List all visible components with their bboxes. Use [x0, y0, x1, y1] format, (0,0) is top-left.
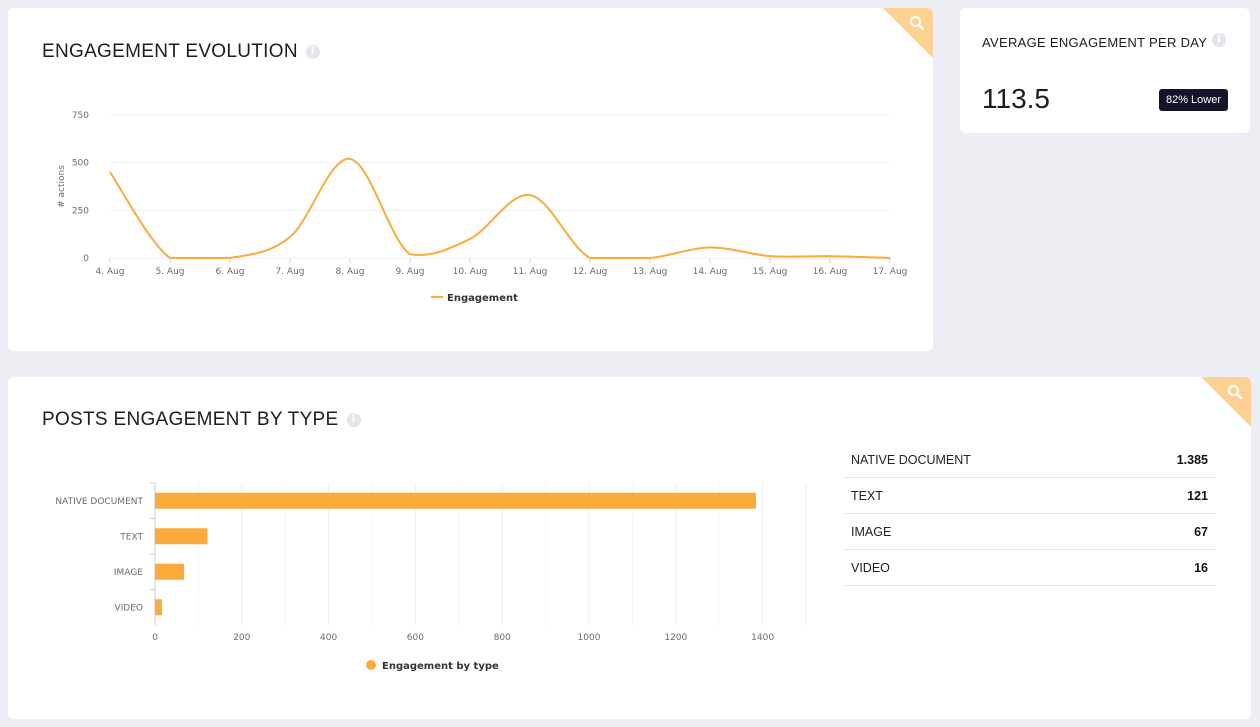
engagement-evolution-title: ENGAGEMENT EVOLUTION i: [42, 41, 320, 63]
x-tick-label: 4. Aug: [95, 267, 124, 277]
y-tick-label: 750: [72, 111, 89, 121]
average-engagement-card: AVERAGE ENGAGEMENT PER DAY i 113.5 82% L…: [960, 8, 1250, 133]
y-tick-label: TEXT: [119, 532, 143, 542]
x-tick-label: 12. Aug: [573, 267, 608, 277]
y-tick-label: 0: [83, 254, 89, 264]
legend-dot-swatch: [366, 660, 376, 670]
y-tick-label: IMAGE: [114, 568, 143, 578]
average-engagement-title: AVERAGE ENGAGEMENT PER DAY: [982, 35, 1208, 50]
engagement-evolution-card: ENGAGEMENT EVOLUTION i 0 250 500 750 4. Aug 5…: [8, 8, 933, 351]
x-tick-label: 6. Aug: [215, 267, 244, 277]
y-axis-label: # actions: [57, 165, 67, 208]
x-tick-label: 16. Aug: [813, 267, 848, 277]
engagement-by-type-table: NATIVE DOCUMENT 1.385 TEXT 121 IMAGE 67 …: [843, 442, 1216, 586]
type-value: 16: [1194, 560, 1208, 575]
comparison-badge: 82% Lower: [1158, 89, 1228, 111]
type-name: TEXT: [851, 488, 883, 503]
x-tick-label: 600: [407, 633, 424, 643]
info-icon[interactable]: i: [346, 413, 361, 427]
x-tick-label: 800: [494, 633, 511, 643]
table-row: IMAGE 67: [843, 514, 1216, 550]
info-icon[interactable]: i: [305, 45, 320, 59]
x-tick-label: 7. Aug: [275, 267, 304, 277]
x-tick-label: 1400: [751, 633, 774, 643]
bar-text: [155, 528, 208, 545]
x-tick-label: 13. Aug: [633, 267, 668, 277]
type-name: VIDEO: [851, 560, 890, 575]
type-name: NATIVE DOCUMENT: [851, 452, 971, 467]
x-tick-label: 400: [320, 633, 337, 643]
x-tick-label: 5. Aug: [155, 267, 184, 277]
zoom-corner-button[interactable]: [1201, 377, 1251, 427]
legend-label: Engagement: [447, 293, 518, 304]
y-tick-label: NATIVE DOCUMENT: [55, 497, 143, 507]
x-tick-label: 8. Aug: [335, 267, 364, 277]
x-tick-label: 9. Aug: [395, 267, 424, 277]
y-tick-label: 250: [72, 206, 89, 216]
zoom-corner-button[interactable]: [883, 8, 933, 58]
legend-label: Engagement by type: [382, 661, 499, 672]
table-row: TEXT 121: [843, 478, 1216, 514]
bar-image: [155, 563, 185, 580]
x-tick-label: 1200: [664, 633, 687, 643]
x-tick-label: 200: [233, 633, 250, 643]
x-tick-label: 17. Aug: [873, 267, 908, 277]
engagement-series-line: [109, 157, 891, 259]
bar-native-document: [155, 492, 757, 509]
table-row: VIDEO 16: [843, 550, 1216, 586]
posts-engagement-by-type-card: POSTS ENGAGEMENT BY TYPE i 0 200 400 600 800…: [8, 377, 1251, 719]
search-icon: [1228, 385, 1243, 400]
x-tick-label: 14. Aug: [693, 267, 728, 277]
engagement-by-type-bar-chart: 0 200 400 600 800 1000 1200 1400 NATIVE DOCUMENT…: [55, 482, 807, 672]
x-tick-label: 15. Aug: [753, 267, 788, 277]
y-tick-label: VIDEO: [114, 603, 143, 613]
x-tick-label: 1000: [578, 633, 601, 643]
search-icon: [910, 16, 925, 31]
type-value: 1.385: [1176, 452, 1208, 467]
engagement-line-chart: 0 250 500 750 4. Aug 5. Aug 6. Aug 7. Aug 8. Aug…: [57, 111, 908, 304]
table-row: NATIVE DOCUMENT 1.385: [843, 442, 1216, 478]
info-icon[interactable]: i: [1212, 33, 1226, 47]
type-value: 67: [1194, 524, 1208, 539]
y-tick-label: 500: [72, 159, 89, 169]
average-engagement-value: 113.5: [982, 83, 1050, 114]
type-name: IMAGE: [851, 524, 892, 539]
x-tick-label: 11. Aug: [513, 267, 548, 277]
type-value: 121: [1187, 488, 1208, 503]
bar-video: [155, 599, 162, 616]
x-tick-label: 10. Aug: [453, 267, 488, 277]
posts-engagement-title: POSTS ENGAGEMENT BY TYPE i: [42, 409, 361, 431]
x-tick-label: 0: [152, 633, 158, 643]
